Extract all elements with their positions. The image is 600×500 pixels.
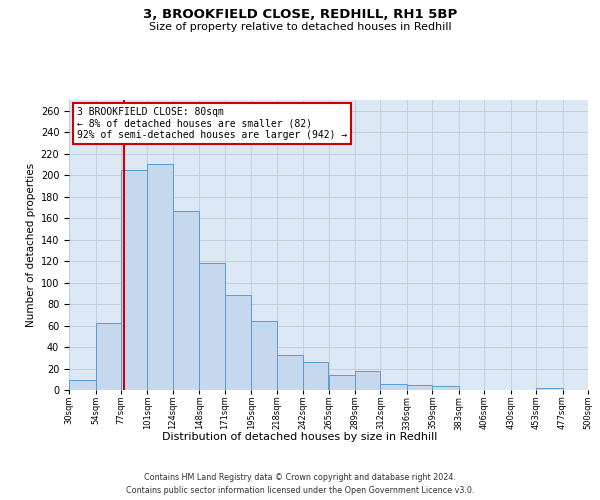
Bar [199,264,224,390]
Bar [303,362,329,390]
Text: Distribution of detached houses by size in Redhill: Distribution of detached houses by size … [163,432,437,442]
Bar [432,386,459,390]
Bar [95,324,121,390]
Bar [224,296,251,390]
Bar [121,170,148,390]
Text: Contains public sector information licensed under the Open Government Licence v3: Contains public sector information licen… [126,486,474,495]
Bar [251,322,277,390]
Text: Size of property relative to detached houses in Redhill: Size of property relative to detached ho… [149,22,451,32]
Bar [536,388,563,390]
Text: 3 BROOKFIELD CLOSE: 80sqm
← 8% of detached houses are smaller (82)
92% of semi-d: 3 BROOKFIELD CLOSE: 80sqm ← 8% of detach… [77,108,347,140]
Bar [329,375,355,390]
Text: Contains HM Land Registry data © Crown copyright and database right 2024.: Contains HM Land Registry data © Crown c… [144,472,456,482]
Bar [69,380,95,390]
Y-axis label: Number of detached properties: Number of detached properties [26,163,37,327]
Bar [380,384,407,390]
Bar [173,210,199,390]
Bar [277,354,303,390]
Bar [355,370,380,390]
Text: 3, BROOKFIELD CLOSE, REDHILL, RH1 5BP: 3, BROOKFIELD CLOSE, REDHILL, RH1 5BP [143,8,457,20]
Bar [148,164,173,390]
Bar [407,384,432,390]
